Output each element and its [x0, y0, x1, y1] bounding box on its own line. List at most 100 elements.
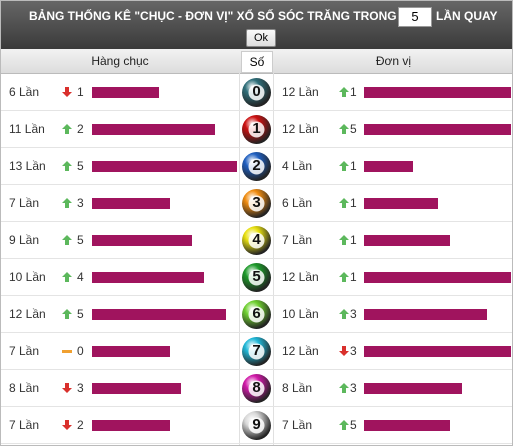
trend-arrow: [339, 345, 349, 356]
change-value: 1: [77, 84, 84, 99]
row: [1, 332, 512, 370]
change-value: 5: [350, 417, 357, 432]
change-value: 5: [77, 306, 84, 321]
digit: 9: [252, 415, 261, 433]
digit: 6: [252, 304, 261, 322]
divider: [239, 73, 240, 445]
count-label: 7 Lần: [282, 232, 313, 247]
count-bar: [92, 419, 171, 431]
change-value: 5: [77, 158, 84, 173]
row: [1, 221, 512, 259]
count-label: 9 Lần: [9, 232, 40, 247]
digit: 5: [252, 267, 261, 285]
digit-ball: [242, 188, 271, 218]
ok-button[interactable]: Ok: [246, 29, 276, 47]
change-value: 4: [77, 269, 84, 284]
change-value: 3: [350, 343, 357, 358]
count-label: 12 Lần: [9, 306, 46, 321]
divider: [273, 73, 274, 445]
units-header: Đơn vị: [375, 54, 412, 68]
digit: 7: [252, 341, 261, 359]
count-bar: [364, 234, 450, 246]
change-value: 0: [77, 343, 84, 358]
count-bar: [92, 345, 171, 357]
row: [1, 110, 512, 148]
digit-ball: [242, 410, 271, 440]
count-bar: [364, 86, 511, 98]
digit-ball: [242, 225, 271, 255]
row: [1, 258, 512, 296]
digit-ball: [242, 336, 271, 366]
row: [1, 184, 512, 222]
row: [1, 147, 512, 185]
count-label: 8 Lần: [9, 380, 40, 395]
trend-arrow: [62, 197, 72, 208]
digit: 8: [252, 378, 261, 396]
count-label: 7 Lần: [9, 417, 40, 432]
count-bar: [92, 86, 159, 98]
count-label: 12 Lần: [282, 343, 319, 358]
digit: 1: [252, 119, 261, 137]
change-value: 1: [350, 269, 357, 284]
count-bar: [92, 382, 182, 394]
digit: 4: [252, 230, 261, 248]
count-label: 7 Lần: [9, 343, 40, 358]
digit-ball: [242, 151, 271, 181]
count-bar: [364, 308, 487, 320]
row: [1, 295, 512, 333]
count-bar: [364, 419, 450, 431]
count-bar: [92, 160, 237, 172]
trend-arrow: [339, 86, 349, 97]
change-value: 3: [350, 380, 357, 395]
count-label: 12 Lần: [282, 84, 319, 99]
count-label: 13 Lần: [9, 158, 46, 173]
title: BẢNG THỐNG KÊ "CHỤC - ĐƠN VỊ" XỔ SỐ SÓC …: [29, 9, 397, 23]
change-value: 1: [350, 158, 357, 173]
trend-arrow: [62, 86, 72, 97]
trend-arrow: [339, 160, 349, 171]
digit: 3: [252, 193, 261, 211]
row: [1, 369, 512, 407]
count-bar: [364, 197, 438, 209]
trend-arrow: [339, 308, 349, 319]
change-value: 3: [77, 380, 84, 395]
digit-ball: [242, 77, 271, 107]
count-label: 8 Lần: [282, 380, 313, 395]
tens-header: Hàng chục: [91, 54, 149, 68]
count-label: 10 Lần: [9, 269, 46, 284]
count-label: 4 Lần: [282, 158, 313, 173]
count-bar: [364, 345, 511, 357]
trend-arrow: [339, 123, 349, 134]
draw-count-input[interactable]: 5: [398, 7, 432, 27]
count-bar: [92, 308, 226, 320]
change-value: 1: [350, 232, 357, 247]
row: [1, 406, 512, 444]
trend-arrow: [62, 419, 72, 430]
count-label: 12 Lần: [282, 269, 319, 284]
count-label: 7 Lần: [9, 195, 40, 210]
trend-arrow: [339, 197, 349, 208]
digit-ball: [242, 299, 271, 329]
change-value: 1: [350, 84, 357, 99]
count-bar: [364, 160, 413, 172]
trend-arrow: [62, 349, 72, 353]
change-value: 3: [77, 195, 84, 210]
digit-ball: [242, 262, 271, 292]
count-bar: [92, 123, 215, 135]
trend-arrow: [339, 419, 349, 430]
change-value: 2: [77, 121, 84, 136]
count-bar: [92, 197, 171, 209]
digit: 2: [252, 156, 261, 174]
count-label: 6 Lần: [9, 84, 40, 99]
row: [1, 73, 512, 111]
digit-header: Số: [241, 51, 273, 73]
trend-arrow: [339, 234, 349, 245]
count-label: 11 Lần: [9, 121, 45, 136]
count-label: 7 Lần: [282, 417, 313, 432]
change-value: 3: [350, 306, 357, 321]
count-bar: [364, 271, 511, 283]
count-bar: [92, 271, 204, 283]
trend-arrow: [62, 382, 72, 393]
count-label: 10 Lần: [282, 306, 319, 321]
